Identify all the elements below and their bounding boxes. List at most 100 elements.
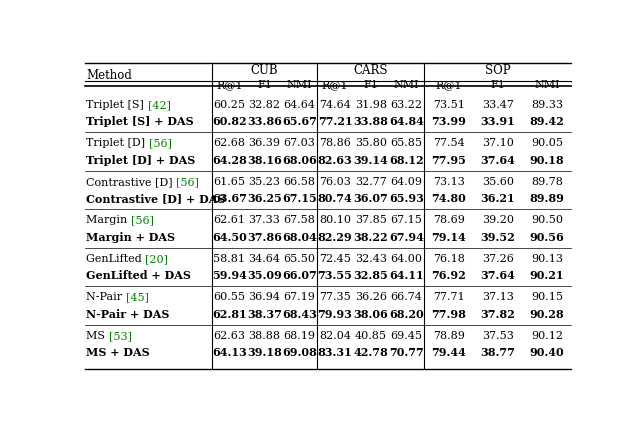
Text: 73.13: 73.13 xyxy=(433,177,465,187)
Text: 58.81: 58.81 xyxy=(213,254,245,264)
Text: 40.85: 40.85 xyxy=(355,331,387,341)
Text: 73.99: 73.99 xyxy=(431,116,466,127)
Text: 64.09: 64.09 xyxy=(390,177,422,187)
Text: 38.77: 38.77 xyxy=(480,347,515,358)
Text: 77.54: 77.54 xyxy=(433,138,465,148)
Text: 82.04: 82.04 xyxy=(319,331,351,341)
Text: 78.89: 78.89 xyxy=(433,331,465,341)
Text: 32.77: 32.77 xyxy=(355,177,387,187)
Text: 68.19: 68.19 xyxy=(284,331,316,341)
Text: 64.84: 64.84 xyxy=(389,116,424,127)
Text: 62.63: 62.63 xyxy=(213,331,245,341)
Text: 64.50: 64.50 xyxy=(212,232,246,243)
Text: 90.15: 90.15 xyxy=(531,292,563,302)
Text: CUB: CUB xyxy=(251,64,278,77)
Text: Triplet [S] + DAS: Triplet [S] + DAS xyxy=(86,116,194,127)
Text: MS + DAS: MS + DAS xyxy=(86,347,150,358)
Text: 89.33: 89.33 xyxy=(531,100,563,110)
Text: 66.58: 66.58 xyxy=(284,177,316,187)
Text: 74.64: 74.64 xyxy=(319,100,351,110)
Text: 68.04: 68.04 xyxy=(282,232,317,243)
Text: 36.26: 36.26 xyxy=(355,292,387,302)
Text: 90.12: 90.12 xyxy=(531,331,563,341)
Text: 37.82: 37.82 xyxy=(481,309,515,319)
Text: 35.09: 35.09 xyxy=(247,270,282,281)
Text: 82.63: 82.63 xyxy=(317,155,353,166)
Text: 33.91: 33.91 xyxy=(481,116,515,127)
Text: 89.89: 89.89 xyxy=(529,193,564,204)
Text: 79.93: 79.93 xyxy=(317,309,353,319)
Text: 68.20: 68.20 xyxy=(389,309,424,319)
Text: N-Pair: N-Pair xyxy=(86,292,126,302)
Text: 35.23: 35.23 xyxy=(248,177,280,187)
Text: 89.42: 89.42 xyxy=(529,116,564,127)
Text: 89.78: 89.78 xyxy=(531,177,563,187)
Text: GenLifted: GenLifted xyxy=(86,254,145,264)
Text: 60.55: 60.55 xyxy=(213,292,245,302)
Text: 76.18: 76.18 xyxy=(433,254,465,264)
Text: 90.18: 90.18 xyxy=(529,155,564,166)
Text: 32.43: 32.43 xyxy=(355,254,387,264)
Text: 76.03: 76.03 xyxy=(319,177,351,187)
Text: R@1: R@1 xyxy=(216,80,243,90)
Text: 33.86: 33.86 xyxy=(247,116,282,127)
Text: 79.44: 79.44 xyxy=(431,347,466,358)
Text: 64.11: 64.11 xyxy=(389,270,424,281)
Text: 39.18: 39.18 xyxy=(247,347,282,358)
Text: NMI: NMI xyxy=(394,80,419,90)
Text: 76.92: 76.92 xyxy=(431,270,466,281)
Text: 36.25: 36.25 xyxy=(247,193,282,204)
Text: 37.85: 37.85 xyxy=(355,215,387,225)
Text: 80.74: 80.74 xyxy=(317,193,353,204)
Text: 72.45: 72.45 xyxy=(319,254,351,264)
Text: [56]: [56] xyxy=(131,215,154,225)
Text: 90.56: 90.56 xyxy=(529,232,564,243)
Text: 77.98: 77.98 xyxy=(431,309,466,319)
Text: 64.28: 64.28 xyxy=(212,155,246,166)
Text: 74.80: 74.80 xyxy=(431,193,466,204)
Text: 62.61: 62.61 xyxy=(213,215,245,225)
Text: 66.07: 66.07 xyxy=(282,270,317,281)
Text: Contrastive [D]: Contrastive [D] xyxy=(86,177,177,187)
Text: 67.03: 67.03 xyxy=(284,138,316,148)
Text: [45]: [45] xyxy=(126,292,149,302)
Text: 31.98: 31.98 xyxy=(355,100,387,110)
Text: 36.94: 36.94 xyxy=(248,292,280,302)
Text: 77.35: 77.35 xyxy=(319,292,351,302)
Text: 90.13: 90.13 xyxy=(531,254,563,264)
Text: 62.68: 62.68 xyxy=(213,138,245,148)
Text: 90.28: 90.28 xyxy=(529,309,564,319)
Text: 37.13: 37.13 xyxy=(482,292,514,302)
Text: 38.37: 38.37 xyxy=(247,309,282,319)
Text: 64.64: 64.64 xyxy=(284,100,316,110)
Text: 65.50: 65.50 xyxy=(284,254,316,264)
Text: 63.22: 63.22 xyxy=(390,100,422,110)
Text: 38.22: 38.22 xyxy=(353,232,388,243)
Text: 64.13: 64.13 xyxy=(212,347,246,358)
Text: SOP: SOP xyxy=(485,64,511,77)
Text: Triplet [D]: Triplet [D] xyxy=(86,138,149,148)
Text: Triplet [D] + DAS: Triplet [D] + DAS xyxy=(86,155,195,166)
Text: Margin + DAS: Margin + DAS xyxy=(86,232,175,243)
Text: 69.08: 69.08 xyxy=(282,347,317,358)
Text: F1: F1 xyxy=(363,80,378,90)
Text: 67.94: 67.94 xyxy=(389,232,424,243)
Text: 37.33: 37.33 xyxy=(248,215,280,225)
Text: 38.16: 38.16 xyxy=(247,155,282,166)
Text: 37.10: 37.10 xyxy=(482,138,514,148)
Text: 68.12: 68.12 xyxy=(389,155,424,166)
Text: GenLifted + DAS: GenLifted + DAS xyxy=(86,270,191,281)
Text: 67.15: 67.15 xyxy=(390,215,422,225)
Text: 67.19: 67.19 xyxy=(284,292,316,302)
Text: 60.25: 60.25 xyxy=(213,100,245,110)
Text: R@1: R@1 xyxy=(322,80,348,90)
Text: Triplet [S]: Triplet [S] xyxy=(86,100,148,110)
Text: [56]: [56] xyxy=(149,138,172,148)
Text: 35.80: 35.80 xyxy=(355,138,387,148)
Text: 68.06: 68.06 xyxy=(282,155,317,166)
Text: 32.85: 32.85 xyxy=(353,270,388,281)
Text: 65.67: 65.67 xyxy=(282,116,317,127)
Text: 63.67: 63.67 xyxy=(212,193,247,204)
Text: 36.39: 36.39 xyxy=(248,138,280,148)
Text: MS: MS xyxy=(86,331,109,341)
